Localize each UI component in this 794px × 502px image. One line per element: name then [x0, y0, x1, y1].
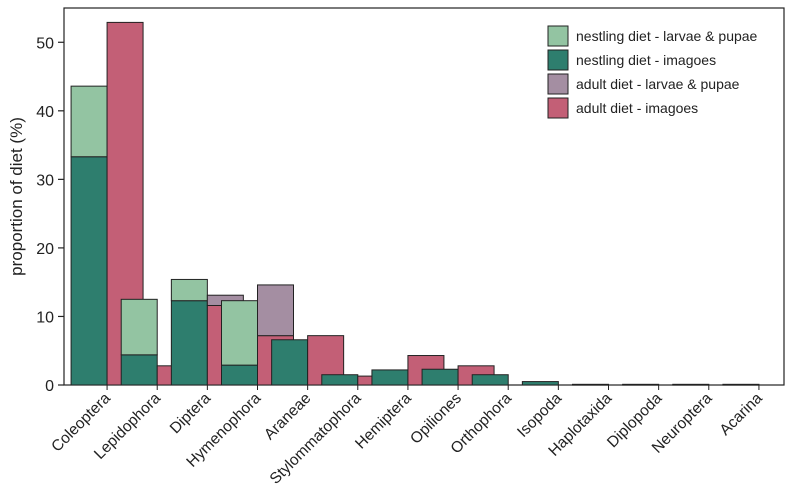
- y-tick-label: 10: [36, 309, 54, 326]
- bar-coleoptera-nestling-larvae-pupae: [70, 85, 108, 158]
- bar-hymenophora-nestling-imagoes: [221, 364, 258, 386]
- legend-swatch: [547, 25, 569, 47]
- y-axis: 0 10 20 30 40 50: [36, 35, 64, 395]
- bar-araneae-nestling-imagoes: [271, 339, 309, 386]
- bar-hemiptera-nestling-imagoes: [371, 369, 409, 386]
- y-tick-label: 0: [45, 378, 54, 395]
- bar-coleoptera-nestling-imagoes: [70, 156, 108, 386]
- bars: [70, 21, 760, 386]
- bar-opiliones-nestling-imagoes: [421, 368, 459, 386]
- legend-label: adult diet - imagoes: [576, 100, 698, 116]
- bar-diptera-nestling-larvae-pupae: [170, 278, 208, 302]
- legend: nestling diet - larvae & pupae nestling d…: [547, 25, 758, 119]
- x-tick-label-isopoda: Isopoda: [514, 390, 565, 441]
- y-tick-label: 50: [36, 35, 54, 52]
- y-tick-label: 20: [36, 241, 54, 258]
- bar-stylommatophora-nestling-imagoes: [321, 374, 359, 386]
- y-axis-title: proportion of diet (%): [7, 117, 26, 276]
- bar-lepidophora-nestling-imagoes: [120, 354, 158, 386]
- legend-label: nestling diet - imagoes: [576, 52, 716, 68]
- bar-lepidophora-nestling-larvae-pupae: [120, 298, 158, 356]
- legend-swatch: [547, 49, 569, 71]
- bar-acarina-nestling-imagoes: [722, 383, 760, 386]
- y-tick-label: 40: [36, 104, 54, 121]
- x-tick-label-acarina: Acarina: [717, 390, 766, 439]
- bar-isopoda-nestling-imagoes: [521, 381, 559, 386]
- bar-diptera-nestling-imagoes: [170, 300, 208, 386]
- bar-orthophora-nestling-imagoes: [471, 374, 509, 386]
- bar-haplotaxida-nestling-imagoes: [572, 383, 609, 386]
- bar-hymenophora-adult-larvae-pupae: [257, 284, 294, 337]
- x-tick-label-diptera: Diptera: [167, 390, 215, 438]
- y-tick-label: 30: [36, 172, 54, 189]
- bar-hymenophora-nestling-larvae-pupae: [221, 300, 258, 366]
- bar-diplopoda-nestling-imagoes: [622, 383, 660, 386]
- legend-swatch: [547, 73, 569, 95]
- legend-label: nestling diet - larvae & pupae: [576, 28, 758, 44]
- legend-label: adult diet - larvae & pupae: [576, 76, 740, 92]
- legend-swatch: [547, 97, 569, 119]
- bar-neuroptera-nestling-imagoes: [672, 383, 710, 386]
- x-tick-label-stylommatophora: Stylommatophora: [267, 390, 365, 488]
